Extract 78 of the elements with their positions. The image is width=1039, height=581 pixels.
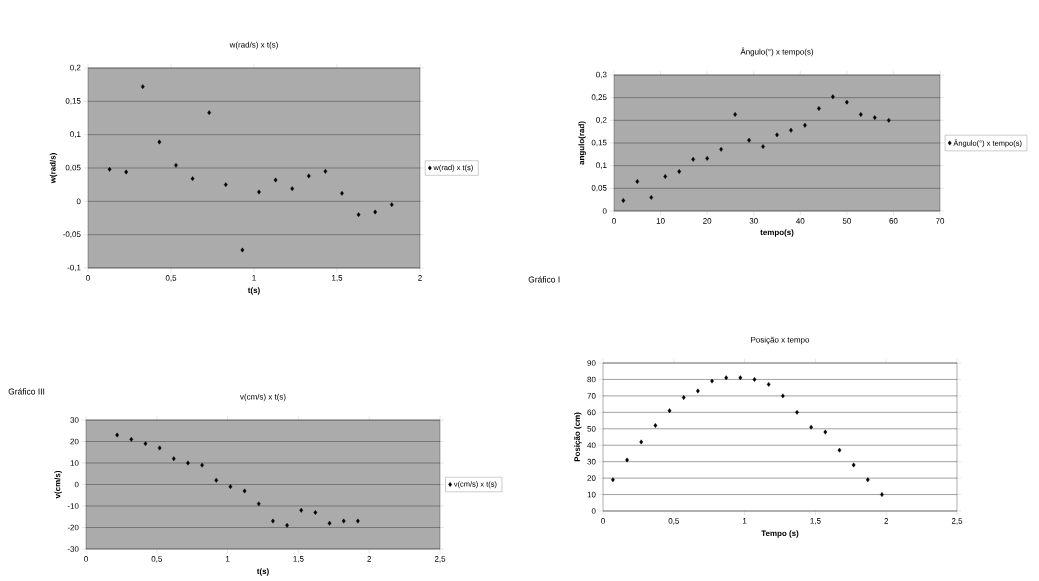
point (214, 477, 219, 483)
point (625, 457, 629, 463)
point (257, 189, 261, 195)
point (290, 186, 295, 192)
point (817, 106, 821, 111)
point (803, 122, 807, 128)
point (710, 378, 714, 384)
point (190, 176, 195, 182)
point (696, 388, 700, 394)
point (837, 447, 842, 453)
point (271, 518, 275, 524)
point (858, 112, 863, 117)
point (285, 522, 289, 528)
point (323, 168, 328, 174)
point (299, 507, 304, 513)
point (611, 477, 615, 483)
point (733, 112, 737, 117)
text: Gráfico III (8, 388, 45, 395)
point (140, 84, 145, 90)
point (273, 177, 278, 183)
point (635, 179, 640, 184)
point (831, 94, 835, 100)
point (115, 432, 119, 438)
point (340, 190, 344, 196)
point (667, 408, 672, 414)
point (880, 492, 884, 497)
point (129, 436, 134, 442)
point (157, 139, 162, 145)
point (795, 409, 799, 415)
point (200, 462, 204, 468)
point (681, 395, 686, 400)
point (124, 169, 129, 175)
point (851, 462, 856, 468)
point (653, 423, 658, 428)
point (107, 166, 112, 172)
point (872, 115, 877, 121)
point (639, 439, 644, 445)
point (207, 110, 212, 116)
point (886, 117, 891, 123)
point (649, 195, 654, 200)
point (171, 456, 176, 462)
point (845, 99, 849, 105)
point (738, 375, 743, 381)
point (865, 477, 870, 483)
point (306, 173, 311, 179)
point (327, 520, 332, 526)
point (724, 375, 729, 381)
point (157, 445, 162, 451)
point (242, 488, 247, 494)
point (809, 424, 814, 430)
point (186, 460, 190, 466)
point (752, 377, 757, 382)
point (240, 247, 245, 253)
point (719, 146, 723, 152)
point (313, 510, 318, 515)
point (747, 137, 751, 143)
point (780, 393, 785, 399)
point (766, 381, 771, 387)
point (228, 484, 233, 490)
point (789, 127, 793, 133)
point (143, 441, 148, 447)
point (621, 198, 626, 203)
point (677, 169, 682, 174)
point (823, 429, 828, 435)
text: Gráfico I (528, 276, 560, 283)
point (356, 212, 361, 218)
point (775, 132, 779, 138)
point (691, 156, 696, 162)
point (174, 162, 178, 168)
point (256, 501, 261, 507)
point (389, 202, 394, 208)
point (761, 144, 765, 150)
point (356, 518, 360, 524)
point (705, 156, 709, 161)
point (373, 209, 378, 215)
point (663, 174, 668, 179)
point (341, 518, 346, 524)
point (223, 182, 228, 188)
